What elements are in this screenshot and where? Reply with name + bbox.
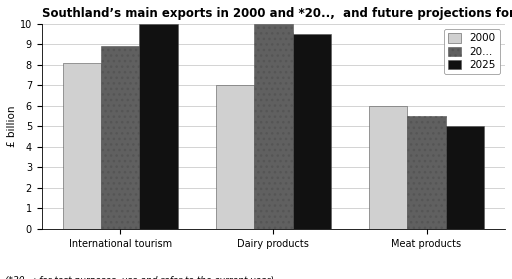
Text: (*20.. : for test purposes, use and refer to the current year): (*20.. : for test purposes, use and refe… xyxy=(5,276,274,279)
Bar xyxy=(408,116,446,229)
Bar xyxy=(446,126,484,229)
Bar xyxy=(63,63,101,229)
Bar xyxy=(216,85,254,229)
Legend: 2000, 20..., 2025: 2000, 20..., 2025 xyxy=(444,29,500,74)
Bar xyxy=(101,46,139,229)
Bar xyxy=(369,106,408,229)
Bar xyxy=(292,34,331,229)
Text: Southland’s main exports in 2000 and *20..,  and future projections for 2025: Southland’s main exports in 2000 and *20… xyxy=(41,7,512,20)
Bar xyxy=(139,24,178,229)
Bar xyxy=(254,24,292,229)
Y-axis label: £ billion: £ billion xyxy=(7,105,17,147)
